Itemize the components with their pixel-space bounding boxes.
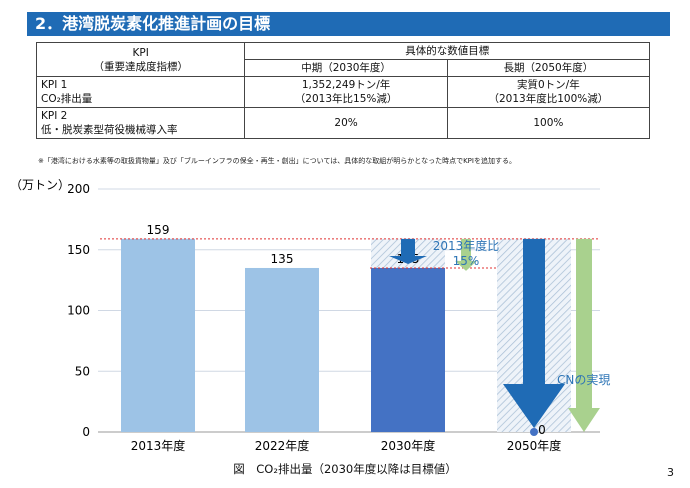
annotation-line: 2013年度比 — [433, 238, 500, 253]
kpi-header-sub: （重要達成度指標） — [93, 60, 188, 73]
table-row: KPI 1 CO₂排出量 1,352,249トン/年 （2013年比15%減） 実質… — [35, 76, 651, 108]
x-tick-label: 2030年度 — [381, 438, 436, 453]
kpi-table: KPI （重要達成度指標） 具体的な数値目標 中期（2030年度） 長期（2050年… — [35, 42, 651, 139]
x-tick-label: 2013年度 — [131, 438, 186, 453]
bar — [245, 267, 319, 432]
section-title: 2．港湾脱炭素化推進計画の目標 — [27, 12, 670, 36]
bar — [371, 267, 445, 432]
bar — [121, 238, 195, 432]
kpi-name: CO₂排出量 — [41, 93, 93, 105]
reduction-arrow-2030 — [389, 238, 427, 264]
x-tick-label: 2050年度 — [507, 438, 562, 453]
kpi-header-label: KPI — [132, 46, 149, 59]
x-tick-label: 2022年度 — [255, 438, 310, 453]
long-value: 100% — [446, 107, 651, 139]
long-note: （2013年度比100%減） — [488, 93, 609, 105]
y-tick-label: 200 — [67, 182, 90, 196]
y-tick-label: 150 — [67, 243, 90, 257]
y-tick-label: 50 — [75, 364, 90, 378]
annotation-line: 15% — [453, 254, 480, 268]
chart-caption: 図 CO₂排出量（2030年度以降は目標値） — [233, 462, 457, 476]
kpi-label: KPI 1 — [41, 79, 68, 91]
data-label: 135 — [271, 252, 294, 266]
long-value: 実質0トン/年 — [517, 79, 580, 91]
page-number: 3 — [667, 466, 674, 479]
data-label: 0 — [538, 423, 546, 437]
long-header: 長期（2050年度） — [446, 59, 651, 77]
y-axis-label: （万トン） — [10, 178, 70, 192]
cn-arrow — [503, 238, 565, 428]
mid-value: 20% — [244, 107, 448, 139]
table-row: KPI 2 低・脱炭素型荷役機械導入率 20% 100% — [35, 107, 651, 139]
zero-point — [530, 428, 538, 436]
data-label: 159 — [147, 223, 170, 237]
mid-note: （2013年比15%減） — [294, 93, 398, 105]
cn-arrow-green — [568, 238, 600, 432]
footnote: ※「港湾における水素等の取扱貨物量」及び「ブルーインフラの保全・再生・創出」につ… — [38, 157, 516, 165]
mid-value: 1,352,249トン/年 — [301, 79, 391, 91]
y-tick-label: 0 — [82, 425, 90, 439]
y-tick-label: 100 — [67, 304, 90, 318]
kpi-name: 低・脱炭素型荷役機械導入率 — [41, 124, 178, 136]
reduction-arrow-small — [455, 238, 477, 271]
annotation-cn: CNの実現 — [557, 372, 610, 387]
kpi-label: KPI 2 — [41, 110, 68, 122]
